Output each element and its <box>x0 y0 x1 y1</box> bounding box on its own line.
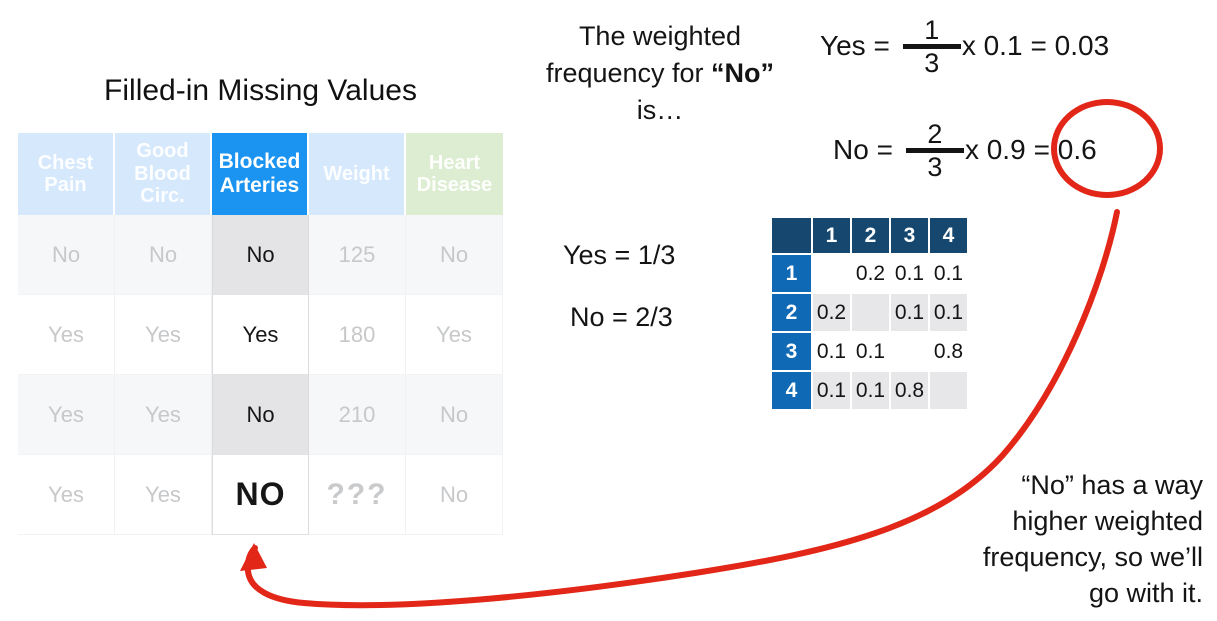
matrix-row-header: 2 <box>772 294 811 331</box>
table-cell: 180 <box>309 295 406 375</box>
weighted-frequency-caption: The weighted frequency for “No” is… <box>527 18 793 129</box>
highlight-circle <box>1051 99 1163 198</box>
table-cell: Yes <box>18 295 115 375</box>
column-header-good-blood-circ: Good Blood Circ. <box>115 133 212 215</box>
table-cell: No <box>406 455 503 535</box>
table-cell-missing-weight: ??? <box>309 455 406 535</box>
caption-no-bold: “No” <box>711 58 775 88</box>
matrix-col-header: 4 <box>930 218 967 253</box>
table-cell: 210 <box>309 375 406 455</box>
arrowhead <box>240 543 267 571</box>
table-cell-blocked-arteries: Yes <box>212 295 309 375</box>
table-cell: No <box>406 375 503 455</box>
matrix-cell: 0.1 <box>813 372 850 409</box>
yes-fraction-text: Yes = 1/3 <box>563 240 676 270</box>
column-header-weight: Weight <box>309 133 406 215</box>
equation-lhs: Yes = <box>820 30 890 61</box>
table-cell: Yes <box>406 295 503 375</box>
matrix-cell <box>813 255 850 292</box>
fraction-two-thirds: 2 3 <box>905 118 964 181</box>
caption-line2: frequency for <box>545 58 712 88</box>
table-cell: Yes <box>115 455 212 535</box>
fraction-denominator: 3 <box>905 147 964 181</box>
equation-rhs: x 0.9 <box>964 134 1026 165</box>
matrix-cell: 0.1 <box>891 294 928 331</box>
table-cell-filled-no: NO <box>212 455 309 535</box>
no-fraction-text: No = 2/3 <box>570 302 673 332</box>
fraction-one-third: 1 3 <box>902 14 961 77</box>
matrix-row-header: 4 <box>772 372 811 409</box>
matrix-cell: 0.1 <box>930 294 967 331</box>
matrix-corner-cell <box>772 218 811 253</box>
equation-rhs: x 0.1 <box>961 30 1023 61</box>
matrix-cell: 0.1 <box>852 372 889 409</box>
matrix-cell: 0.1 <box>891 255 928 292</box>
filled-in-values-table: Chest Pain Good Blood Circ. Blocked Arte… <box>18 133 503 535</box>
table-cell: No <box>115 215 212 295</box>
fraction-denominator: 3 <box>902 43 961 77</box>
caption-line3: is… <box>636 95 684 125</box>
matrix-col-header: 1 <box>813 218 850 253</box>
note-line: higher weighted <box>1012 506 1203 536</box>
table-cell: Yes <box>18 375 115 455</box>
fraction-numerator: 1 <box>924 14 940 45</box>
matrix-cell: 0.2 <box>813 294 850 331</box>
matrix-cell <box>930 372 967 409</box>
equation-lhs: No = <box>833 134 893 165</box>
note-line: go with it. <box>1088 578 1203 608</box>
table-cell: No <box>406 215 503 295</box>
matrix-row-header: 3 <box>772 333 811 370</box>
column-header-heart-disease: Heart Disease <box>406 133 503 215</box>
matrix-cell <box>852 294 889 331</box>
matrix-cell: 0.8 <box>930 333 967 370</box>
table-cell-blocked-arteries: No <box>212 375 309 455</box>
proximity-matrix: 1 2 3 4 1 0.2 0.1 0.1 2 0.2 0.1 0.1 3 0.… <box>772 218 967 409</box>
matrix-col-header: 2 <box>852 218 889 253</box>
table-cell-blocked-arteries: No <box>212 215 309 295</box>
matrix-row-header: 1 <box>772 255 811 292</box>
table-cell: 125 <box>309 215 406 295</box>
table-cell: No <box>18 215 115 295</box>
matrix-col-header: 3 <box>891 218 928 253</box>
matrix-cell: 0.2 <box>852 255 889 292</box>
equation-result: = 0.03 <box>1030 30 1110 61</box>
matrix-cell: 0.1 <box>813 333 850 370</box>
note-line: “No” has a way <box>1021 470 1203 500</box>
note-line: frequency, so we’ll <box>982 542 1203 572</box>
table-cell: Yes <box>115 375 212 455</box>
yes-weighted-equation: Yes = 1 3 x 0.1 = 0.03 <box>820 9 1109 83</box>
table-title: Filled-in Missing Values <box>104 74 417 107</box>
matrix-cell: 0.8 <box>891 372 928 409</box>
table-cell: Yes <box>115 295 212 375</box>
caption-line1: The weighted <box>578 21 742 51</box>
column-header-blocked-arteries: Blocked Arteries <box>212 133 309 215</box>
table-cell: Yes <box>18 455 115 535</box>
matrix-cell: 0.1 <box>852 333 889 370</box>
matrix-cell <box>891 333 928 370</box>
matrix-cell: 0.1 <box>930 255 967 292</box>
fraction-numerator: 2 <box>927 118 943 149</box>
column-header-chest-pain: Chest Pain <box>18 133 115 215</box>
conclusion-note: “No” has a way higher weighted frequency… <box>983 467 1203 611</box>
